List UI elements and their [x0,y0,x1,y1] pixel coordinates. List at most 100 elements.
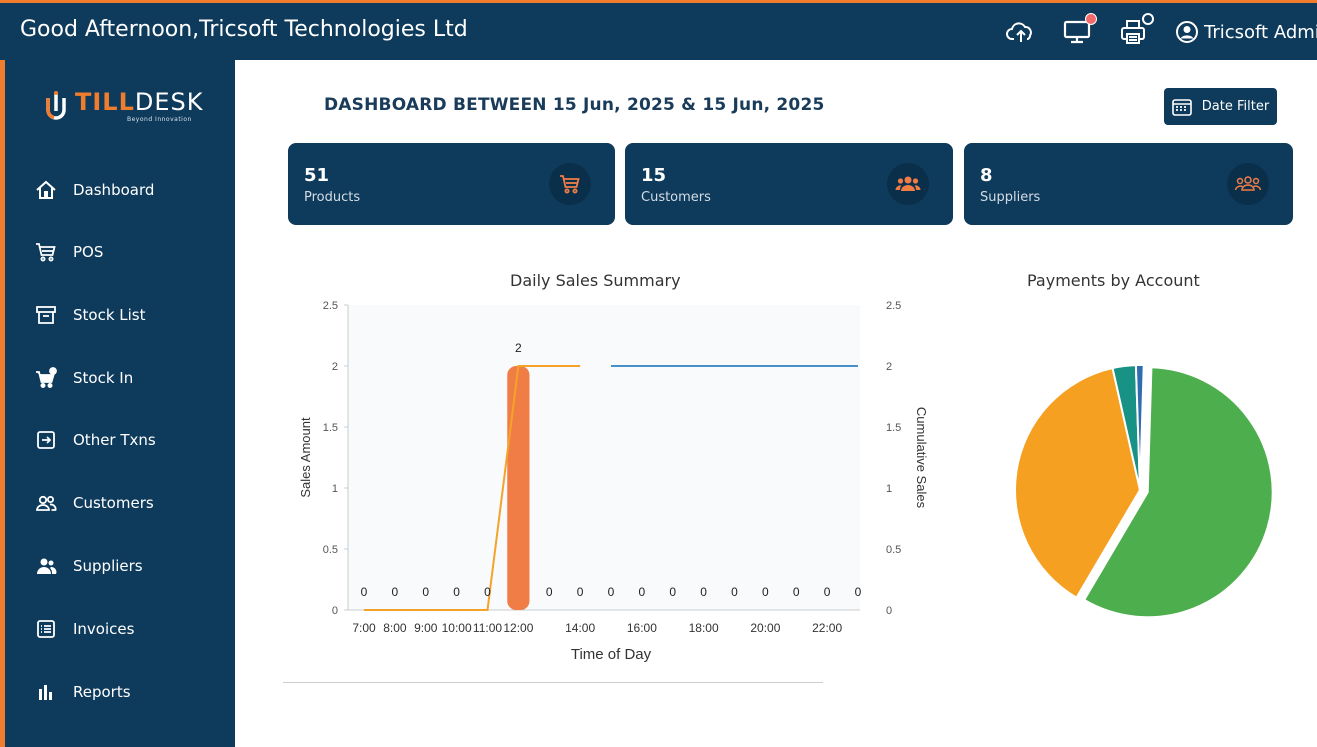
sidebar: TILLDESK Beyond Innovation Dashboard POS… [0,60,235,747]
printer-icon[interactable] [1118,13,1154,47]
stat-card-customers[interactable]: 15 Customers [625,143,953,225]
notification-badge [1085,13,1097,25]
x-tick-label: 18:00 [689,621,719,635]
y-tick-label: 1 [332,483,338,495]
pie-slice [1014,366,1142,600]
daily-sales-chart: 0 0 0.5 0.5 1 1 1.5 1.5 2 2 2.5 2.5 0 0 0 0 0 2 0 0 0 0 0 0 0 0 0 0… [298,300,929,663]
data-label: 2 [515,341,522,355]
x-tick-label: 10:00 [442,621,472,635]
list-icon [37,620,55,638]
x-tick-label: 12:00 [503,621,533,635]
sidebar-item-suppliers[interactable]: Suppliers [35,546,235,586]
cumulative-line-orange [364,365,581,611]
sidebar-item-stock-list[interactable]: Stock List [35,295,235,335]
user-group-icon [1227,163,1269,205]
sidebar-item-dashboard[interactable]: Dashboard [35,170,235,210]
y-tick-label: 1.5 [323,422,338,434]
data-label: 0 [577,585,584,599]
data-label: 0 [700,585,707,599]
stat-value: 8 [980,165,993,186]
data-label: 0 [422,585,429,599]
user-circle-icon [1176,21,1198,43]
data-label: 0 [484,585,491,599]
x-tick-label: 20:00 [750,621,780,635]
bar-chart-icon [39,685,52,700]
pie-slice [1134,364,1145,491]
x-tick-label: 7:00 [352,621,376,635]
sidebar-item-label: Customers [73,494,154,512]
data-label: 0 [793,585,800,599]
sidebar-item-label: Other Txns [73,431,156,449]
arrow-in-box-icon [37,431,55,449]
date-filter-label: Date Filter [1201,99,1270,114]
monitor-icon[interactable] [1062,13,1097,47]
sidebar-item-label: Stock List [73,306,146,324]
data-label: 0 [361,585,368,599]
x-tick-label: 22:00 [812,621,842,635]
data-label: 0 [762,585,769,599]
plot-area [348,305,860,610]
stat-card-suppliers[interactable]: 8 Suppliers [964,143,1293,225]
y-tick-label: 2.5 [323,300,338,312]
sidebar-item-label: Stock In [73,369,134,387]
page-title: DASHBOARD BETWEEN 15 Jun, 2025 & 15 Jun,… [324,95,825,115]
brand-name: TILLDESK [75,88,204,116]
y2-tick-label: 2 [886,361,892,373]
sidebar-item-invoices[interactable]: Invoices [35,609,235,649]
y2-tick-label: 0 [886,605,892,617]
user-name: Tricsoft Admi [1204,21,1317,43]
archive-icon [36,306,56,324]
payments-pie-chart [1014,364,1274,619]
tilldesk-logo-icon [46,91,66,120]
data-label: 0 [669,585,676,599]
data-label: 0 [731,585,738,599]
sidebar-item-label: Dashboard [73,181,155,199]
data-label: 0 [639,585,646,599]
stat-value: 15 [641,165,667,186]
y-tick-label: 0 [332,605,338,617]
user-group-icon [37,558,57,574]
sales-bar [507,366,530,610]
x-tick-label: 16:00 [627,621,657,635]
home-icon [36,180,56,199]
y-tick-label: 0.5 [323,544,338,556]
sidebar-item-label: POS [73,243,104,261]
stat-label: Products [304,190,361,205]
sidebar-item-pos[interactable]: POS [35,232,235,272]
brand-logo[interactable]: TILLDESK Beyond Innovation [45,90,204,123]
sidebar-item-label: Reports [73,683,131,701]
stat-value: 51 [304,165,330,186]
sidebar-item-stock-in[interactable]: Stock In [35,358,235,398]
sidebar-item-reports[interactable]: Reports [35,672,235,712]
users-icon [887,163,929,205]
stat-label: Suppliers [980,190,1041,205]
brand-tagline: Beyond Innovation [127,116,192,123]
printer-status-badge [1142,13,1154,25]
stat-label: Customers [641,190,711,205]
data-label: 0 [392,585,399,599]
x-axis-label: Time of Day [571,646,652,663]
top-bar: Good Afternoon,Tricsoft Technologies Ltd… [0,0,1317,60]
cart-plus-icon [36,367,57,388]
stat-card-products[interactable]: 51 Products [288,143,615,225]
users-icon [36,495,57,511]
user-menu[interactable]: Tricsoft Admi [1176,21,1317,43]
y2-tick-label: 0.5 [886,544,901,556]
x-tick-label: 8:00 [383,621,407,635]
sidebar-item-label: Invoices [73,620,135,638]
date-filter-button[interactable]: Date Filter [1164,88,1277,125]
sidebar-item-other-txns[interactable]: Other Txns [35,420,235,460]
y2-tick-label: 1.5 [886,422,901,434]
data-label: 0 [608,585,615,599]
x-tick-label: 14:00 [565,621,595,635]
cloud-upload-icon[interactable] [1006,17,1036,47]
data-label: 0 [453,585,460,599]
sidebar-item-customers[interactable]: Customers [35,483,235,523]
data-label: 0 [546,585,553,599]
y-axis-label: Sales Amount [298,417,313,498]
y2-axis-label: Cumulative Sales [914,407,929,509]
x-tick-label: 11:00 [473,621,502,635]
data-label: 0 [824,585,831,599]
payments-chart-title: Payments by Account [1027,271,1200,290]
section-divider [283,682,823,683]
